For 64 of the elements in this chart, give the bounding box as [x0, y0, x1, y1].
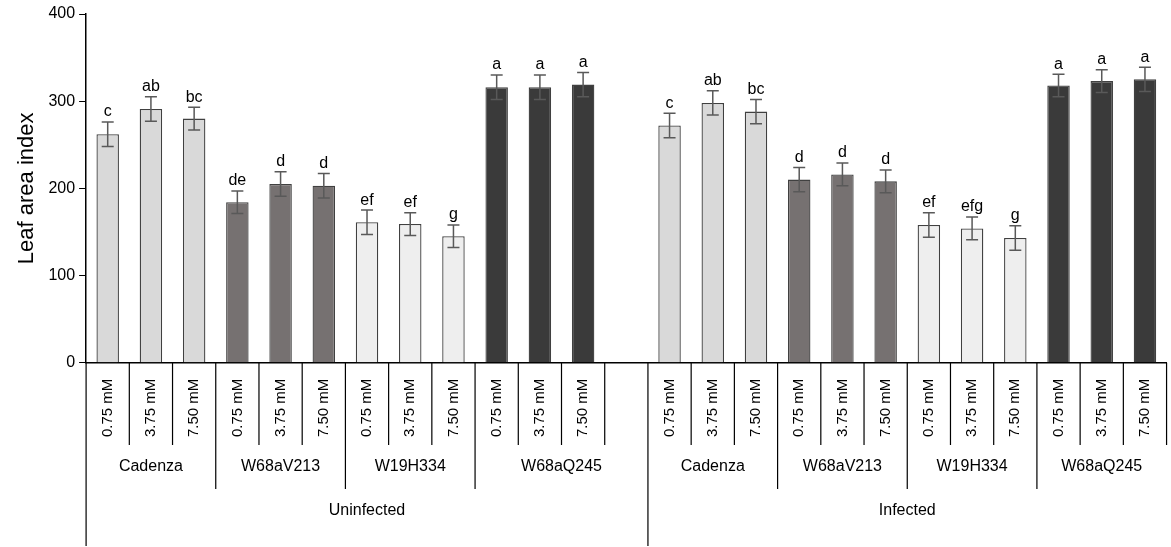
text: Infected — [878, 501, 936, 519]
x-tick-label: 0.75 mM — [97, 378, 115, 438]
data-label: c — [665, 93, 674, 111]
text: W68aV213 — [802, 457, 883, 475]
x-tick-label: 0.75 mM — [659, 378, 677, 438]
data-label: bc — [185, 87, 203, 105]
x-tick-label: 3.75 mM — [832, 378, 850, 438]
data-label: bc — [747, 79, 765, 97]
x-tick-label: 7.50 mM — [1005, 378, 1023, 438]
x-tick-label: 7.50 mM — [573, 378, 591, 438]
x-tick-label: 3.75 mM — [400, 378, 418, 438]
data-label: g — [449, 205, 458, 223]
data-label: c — [103, 102, 112, 120]
x-tick-label: 0.75 mM — [227, 378, 245, 438]
text: Cadenza — [118, 457, 184, 475]
data-label: a — [1097, 50, 1107, 68]
x-tick-label: 3.75 mM — [962, 378, 980, 438]
x-tick-label: 7.50 mM — [746, 378, 764, 438]
data-label: d — [319, 153, 329, 171]
x-tick-label: 0.75 mM — [357, 378, 375, 438]
x-tick-label: 7.50 mM — [313, 378, 331, 438]
x-tick-label: 7.50 mM — [1135, 378, 1153, 438]
data-label: ab — [703, 71, 722, 89]
data-label: a — [1140, 47, 1150, 65]
text: Cadenza — [680, 457, 745, 475]
y-axis-title: Leaf area index — [13, 112, 39, 265]
data-label: a — [1054, 54, 1064, 72]
y-tick-label: 200 — [48, 178, 76, 196]
data-label: ef — [403, 193, 418, 211]
y-tick-label: 0 — [66, 353, 76, 371]
text: W68aV213 — [240, 457, 321, 475]
data-label: d — [837, 143, 847, 161]
x-tick-label: 7.50 mM — [443, 378, 461, 438]
x-tick-label: 0.75 mM — [1048, 378, 1066, 438]
x-tick-label: 7.50 mM — [184, 378, 202, 438]
x-tick-label: 7.50 mM — [875, 378, 893, 438]
data-label: a — [578, 52, 588, 70]
x-tick-label: 3.75 mM — [1091, 378, 1109, 438]
y-tick-label: 400 — [48, 4, 76, 22]
data-label: ef — [922, 193, 937, 211]
y-tick-label: 300 — [48, 91, 76, 109]
text: Uninfected — [328, 501, 406, 519]
text: W68aQ245 — [521, 457, 603, 475]
data-label: ab — [142, 77, 160, 95]
text: W68aQ245 — [1061, 457, 1143, 475]
data-label: a — [492, 55, 502, 73]
y-tick-label: 100 — [48, 265, 76, 283]
data-label: d — [881, 150, 891, 168]
x-tick-label: 3.75 mM — [141, 378, 159, 438]
text: W19H334 — [374, 457, 446, 475]
data-label: a — [535, 55, 545, 73]
data-label: g — [1010, 206, 1020, 224]
data-label: de — [228, 171, 247, 189]
x-tick-label: 0.75 mM — [789, 378, 807, 438]
x-tick-label: 0.75 mM — [486, 378, 504, 438]
data-label: efg — [960, 197, 984, 215]
data-label: d — [276, 152, 286, 170]
data-label: ef — [360, 190, 375, 208]
x-tick-label: 3.75 mM — [530, 378, 548, 438]
text: W19H334 — [936, 457, 1008, 475]
data-label: d — [794, 147, 804, 165]
x-tick-label: 3.75 mM — [270, 378, 288, 438]
x-tick-label: 3.75 mM — [702, 378, 720, 438]
x-tick-label: 0.75 mM — [919, 378, 937, 438]
